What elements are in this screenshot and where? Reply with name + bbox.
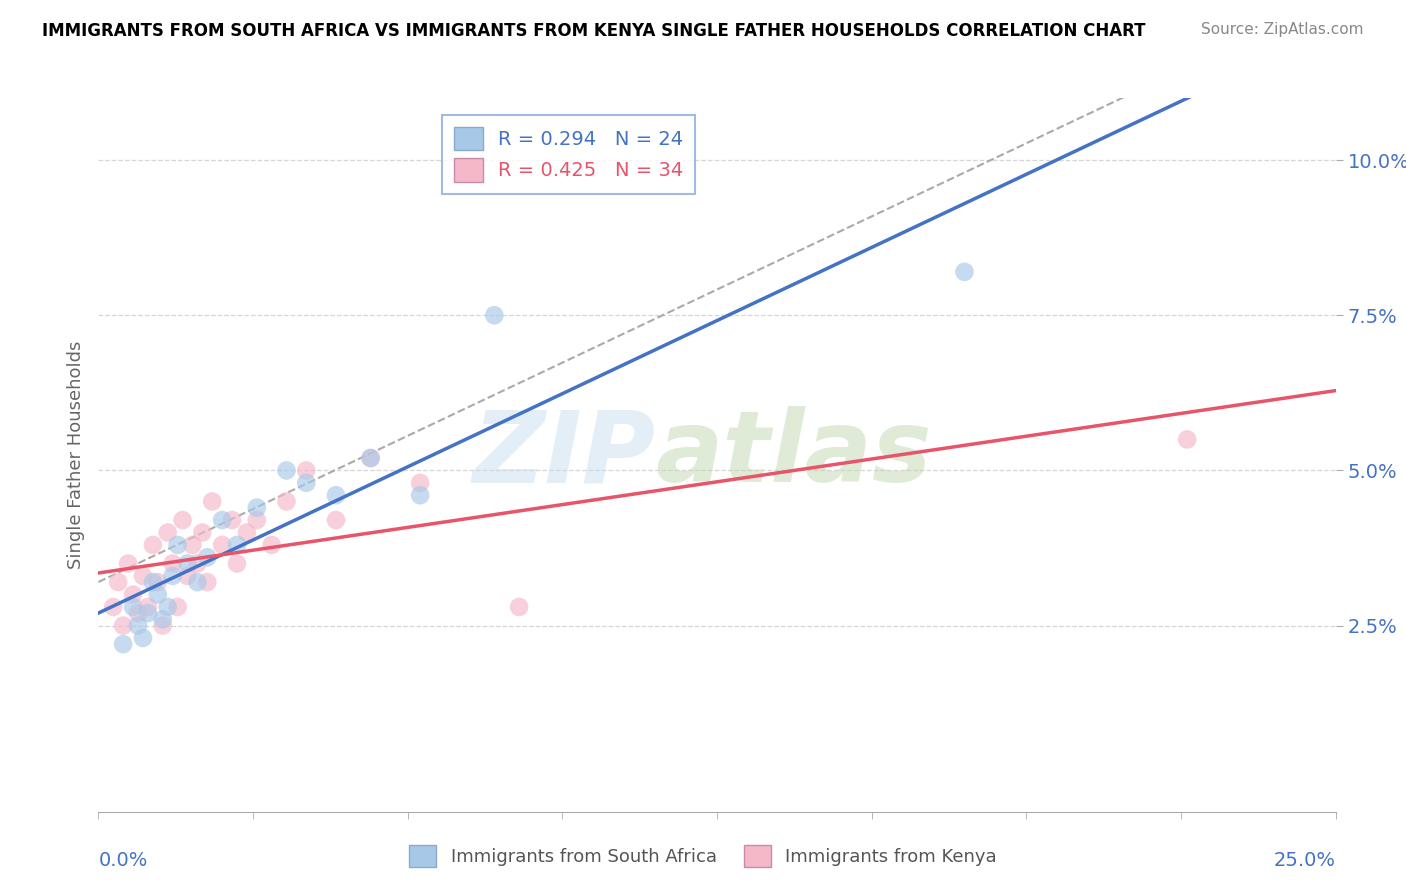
- Point: [142, 575, 165, 590]
- Text: ZIP: ZIP: [472, 407, 655, 503]
- Point: [112, 618, 135, 632]
- Point: [166, 599, 188, 614]
- Point: [172, 513, 194, 527]
- Point: [152, 618, 174, 632]
- Point: [484, 308, 506, 322]
- Point: [162, 557, 184, 571]
- Point: [146, 575, 169, 590]
- Point: [360, 450, 382, 465]
- Point: [409, 488, 432, 502]
- Point: [156, 525, 179, 540]
- Point: [276, 494, 298, 508]
- Point: [295, 475, 318, 490]
- Point: [409, 475, 432, 490]
- Point: [236, 525, 259, 540]
- Point: [107, 575, 129, 590]
- Point: [176, 557, 198, 571]
- Point: [122, 599, 145, 614]
- Point: [181, 538, 204, 552]
- Text: atlas: atlas: [655, 407, 932, 503]
- Point: [146, 588, 169, 602]
- Point: [162, 569, 184, 583]
- Point: [360, 450, 382, 465]
- Y-axis label: Single Father Households: Single Father Households: [66, 341, 84, 569]
- Point: [246, 500, 269, 515]
- Point: [127, 606, 149, 620]
- Point: [191, 525, 214, 540]
- Point: [246, 513, 269, 527]
- Point: [136, 606, 159, 620]
- Point: [103, 599, 125, 614]
- Point: [122, 588, 145, 602]
- Point: [325, 513, 347, 527]
- Point: [260, 538, 283, 552]
- Point: [195, 550, 218, 565]
- Legend: Immigrants from South Africa, Immigrants from Kenya: Immigrants from South Africa, Immigrants…: [402, 838, 1004, 874]
- Point: [166, 538, 188, 552]
- Point: [295, 463, 318, 477]
- Point: [112, 637, 135, 651]
- Point: [186, 557, 208, 571]
- Point: [176, 569, 198, 583]
- Point: [276, 463, 298, 477]
- Text: 25.0%: 25.0%: [1274, 851, 1336, 870]
- Point: [186, 575, 208, 590]
- Text: Source: ZipAtlas.com: Source: ZipAtlas.com: [1201, 22, 1364, 37]
- Point: [211, 513, 233, 527]
- Legend: R = 0.294   N = 24, R = 0.425   N = 34: R = 0.294 N = 24, R = 0.425 N = 34: [441, 115, 695, 194]
- Point: [201, 494, 224, 508]
- Point: [195, 575, 218, 590]
- Point: [156, 599, 179, 614]
- Point: [226, 557, 249, 571]
- Point: [132, 569, 155, 583]
- Point: [325, 488, 347, 502]
- Point: [136, 599, 159, 614]
- Point: [211, 538, 233, 552]
- Point: [142, 538, 165, 552]
- Point: [132, 631, 155, 645]
- Text: 0.0%: 0.0%: [98, 851, 148, 870]
- Point: [1175, 433, 1198, 447]
- Point: [221, 513, 243, 527]
- Point: [127, 618, 149, 632]
- Point: [226, 538, 249, 552]
- Point: [508, 599, 530, 614]
- Text: IMMIGRANTS FROM SOUTH AFRICA VS IMMIGRANTS FROM KENYA SINGLE FATHER HOUSEHOLDS C: IMMIGRANTS FROM SOUTH AFRICA VS IMMIGRAN…: [42, 22, 1146, 40]
- Point: [152, 612, 174, 626]
- Point: [117, 557, 139, 571]
- Point: [953, 265, 976, 279]
